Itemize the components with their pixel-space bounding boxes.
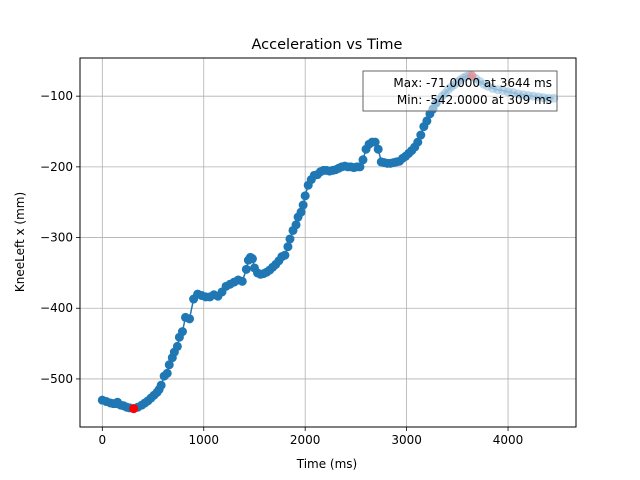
chart-title: Acceleration vs Time: [252, 37, 403, 53]
data-point: [241, 264, 251, 274]
data-point: [291, 220, 301, 230]
x-axis-label: Time (ms): [296, 457, 358, 471]
y-tick-label: −400: [40, 301, 73, 315]
data-point: [422, 116, 432, 126]
data-point: [156, 380, 166, 390]
y-tick-label: −500: [40, 372, 73, 386]
annotation-max: Max: -71.0000 at 3644 ms: [393, 76, 552, 90]
data-point: [416, 130, 426, 140]
data-point: [283, 242, 293, 252]
y-tick-label: −200: [40, 160, 73, 174]
data-point: [413, 137, 423, 147]
data-point: [300, 191, 310, 201]
data-point: [358, 155, 368, 165]
data-point: [296, 207, 306, 217]
data-point: [280, 250, 290, 260]
data-point: [247, 254, 257, 264]
grid: [80, 58, 576, 427]
min-point: [129, 404, 139, 414]
data-point: [177, 327, 187, 337]
data-point: [373, 144, 383, 154]
x-tick-label: 1000: [188, 433, 219, 447]
y-tick-label: −300: [40, 231, 73, 245]
annotation-min: Min: -542.0000 at 309 ms: [397, 93, 552, 107]
data-point: [185, 314, 195, 324]
x-ticks: 0 1000 2000 3000 4000: [98, 427, 523, 447]
x-tick-label: 4000: [493, 433, 524, 447]
series-layer: [97, 71, 559, 414]
data-point: [355, 162, 365, 172]
stats-annotation: Max: -71.0000 at 3644 ms Min: -542.0000 …: [362, 70, 558, 112]
y-ticks: −500 −400 −300 −200 −100: [40, 89, 80, 386]
x-tick-label: 0: [98, 433, 106, 447]
data-point: [237, 276, 247, 286]
y-tick-label: −100: [40, 89, 73, 103]
data-point: [162, 368, 172, 378]
x-tick-label: 2000: [290, 433, 321, 447]
data-point: [298, 200, 308, 210]
data-point: [164, 360, 174, 370]
plot-frame: [79, 57, 577, 428]
data-point: [172, 341, 182, 351]
data-point: [370, 137, 380, 147]
data-point: [285, 234, 295, 244]
annotation-box: [362, 70, 558, 112]
y-axis-label: KneeLeft x (mm): [13, 192, 27, 292]
x-tick-label: 3000: [391, 433, 422, 447]
